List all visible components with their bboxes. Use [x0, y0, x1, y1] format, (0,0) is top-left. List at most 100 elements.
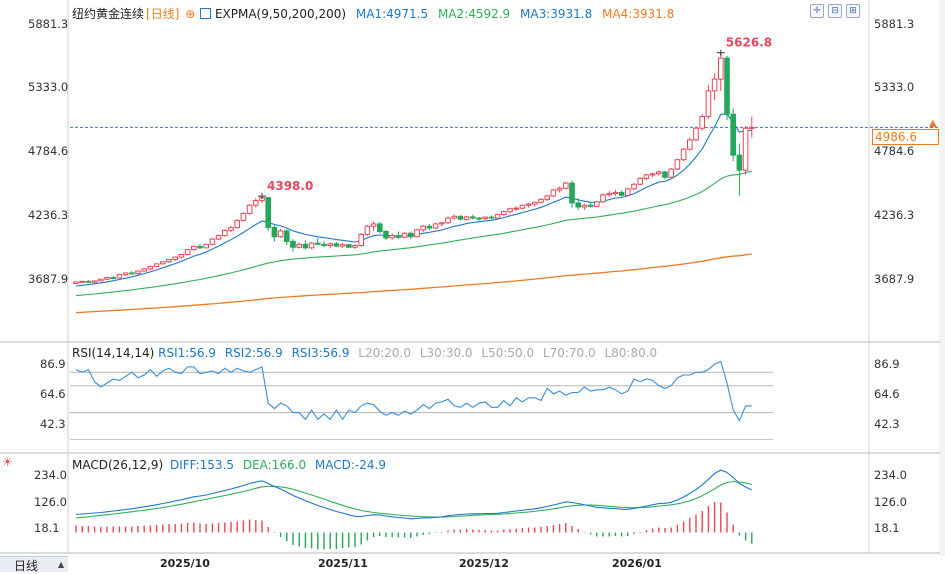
candle — [327, 243, 333, 247]
candle — [383, 231, 389, 239]
rsi-axis-label: 42.3 — [874, 417, 900, 431]
candle — [91, 280, 98, 283]
candle — [395, 235, 402, 238]
candle — [228, 227, 234, 231]
zoom-out-icon[interactable]: ⊟ — [828, 4, 842, 18]
candle — [346, 244, 352, 248]
candle — [135, 270, 141, 275]
candle — [649, 173, 656, 176]
rsi2-value: RSI2:56.9 — [224, 346, 283, 360]
candle — [122, 272, 129, 276]
macd-legend: MACD(26,12,9) DIFF:153.5 DEA:166.0 MACD:… — [72, 458, 386, 472]
candle — [377, 223, 383, 233]
candle — [370, 223, 377, 227]
candle — [265, 197, 271, 228]
rsi-axis-label-left: 64.6 — [40, 387, 66, 401]
ma3-value: MA3:3931.8 — [520, 7, 593, 21]
candle — [184, 249, 191, 255]
candle — [271, 226, 278, 238]
rsi-title[interactable]: RSI(14,14,14) — [72, 346, 155, 360]
candle — [408, 232, 414, 238]
indicator-name[interactable]: EXPMA(9,50,200,200) — [214, 7, 347, 21]
candle — [339, 244, 346, 247]
ma2-line — [75, 170, 752, 297]
candle — [172, 256, 178, 261]
rsi-line — [75, 360, 752, 422]
candle — [482, 216, 488, 220]
price-axis-label: 5881.3 — [874, 17, 915, 31]
period-tab[interactable]: 日线 ▲ — [0, 556, 68, 573]
price-axis-label-left: 3687.9 — [28, 272, 69, 286]
settings-icon[interactable]: ⊕ — [185, 7, 196, 21]
candle — [718, 57, 724, 80]
candle — [618, 191, 625, 196]
candle — [507, 208, 513, 213]
candle — [563, 182, 569, 189]
price-axis-label: 3687.9 — [874, 272, 915, 286]
candle — [606, 193, 613, 196]
candle — [451, 215, 457, 219]
candle — [544, 195, 551, 200]
candle — [203, 243, 209, 249]
candle — [290, 240, 296, 248]
candle — [414, 229, 420, 238]
candle — [513, 207, 520, 210]
candle — [501, 211, 507, 216]
candle — [550, 189, 557, 197]
zoom-in-icon[interactable]: ⊞ — [846, 4, 860, 18]
candle — [457, 215, 464, 220]
sun-icon[interactable]: ☀ — [2, 455, 13, 469]
candle — [488, 216, 495, 219]
candle — [680, 148, 687, 161]
candle — [525, 203, 532, 206]
candle — [141, 268, 147, 272]
current-price-arrow-icon: ▲ — [929, 118, 937, 129]
candle — [215, 235, 222, 240]
tab-arrow-icon: ▲ — [58, 560, 65, 569]
candle — [711, 78, 718, 92]
candle — [420, 225, 426, 231]
price-axis-label: 4236.3 — [874, 208, 915, 222]
ma2-value: MA2:4592.9 — [437, 7, 511, 21]
candle — [569, 182, 575, 204]
candle — [358, 233, 364, 247]
candle — [302, 243, 309, 249]
current-price-tag: 4986.6 — [872, 129, 939, 145]
candle — [445, 217, 451, 224]
candle — [494, 214, 501, 219]
candle — [749, 126, 755, 129]
price-axis-label-left: 5333.0 — [28, 80, 69, 94]
candle — [321, 243, 327, 247]
ma1-line — [75, 113, 752, 287]
candle — [742, 127, 749, 171]
candle — [364, 225, 371, 235]
candle — [308, 242, 315, 249]
crosshair-icon[interactable]: ✛ — [810, 4, 824, 18]
candle — [705, 90, 712, 118]
candle — [352, 245, 358, 248]
macd-axis-label-left: 234.0 — [34, 468, 67, 482]
candle — [600, 194, 606, 203]
candle — [197, 245, 203, 249]
ma4-value: MA4:3931.8 — [602, 7, 675, 21]
price-axis-label-left: 4784.6 — [28, 144, 69, 158]
dea-line — [75, 480, 752, 519]
candle — [240, 212, 247, 221]
candle — [730, 113, 737, 156]
candle — [724, 57, 730, 115]
candle — [426, 225, 433, 229]
macd-title[interactable]: MACD(26,12,9) — [72, 458, 164, 472]
vertical-scrollbar[interactable] — [939, 0, 945, 556]
l70-value: L70:70.0 — [542, 346, 596, 360]
candle — [153, 263, 160, 268]
candle — [246, 204, 253, 214]
instrument-name: 纽约黄金连续 — [72, 7, 145, 21]
candle — [401, 232, 408, 238]
ma1-value: MA1:4971.5 — [355, 7, 429, 21]
candle — [532, 201, 538, 205]
candle — [575, 202, 582, 208]
high-marker: 5626.8 — [726, 36, 772, 50]
candle — [687, 139, 693, 150]
x-axis-label: 2025/10 — [160, 557, 210, 570]
